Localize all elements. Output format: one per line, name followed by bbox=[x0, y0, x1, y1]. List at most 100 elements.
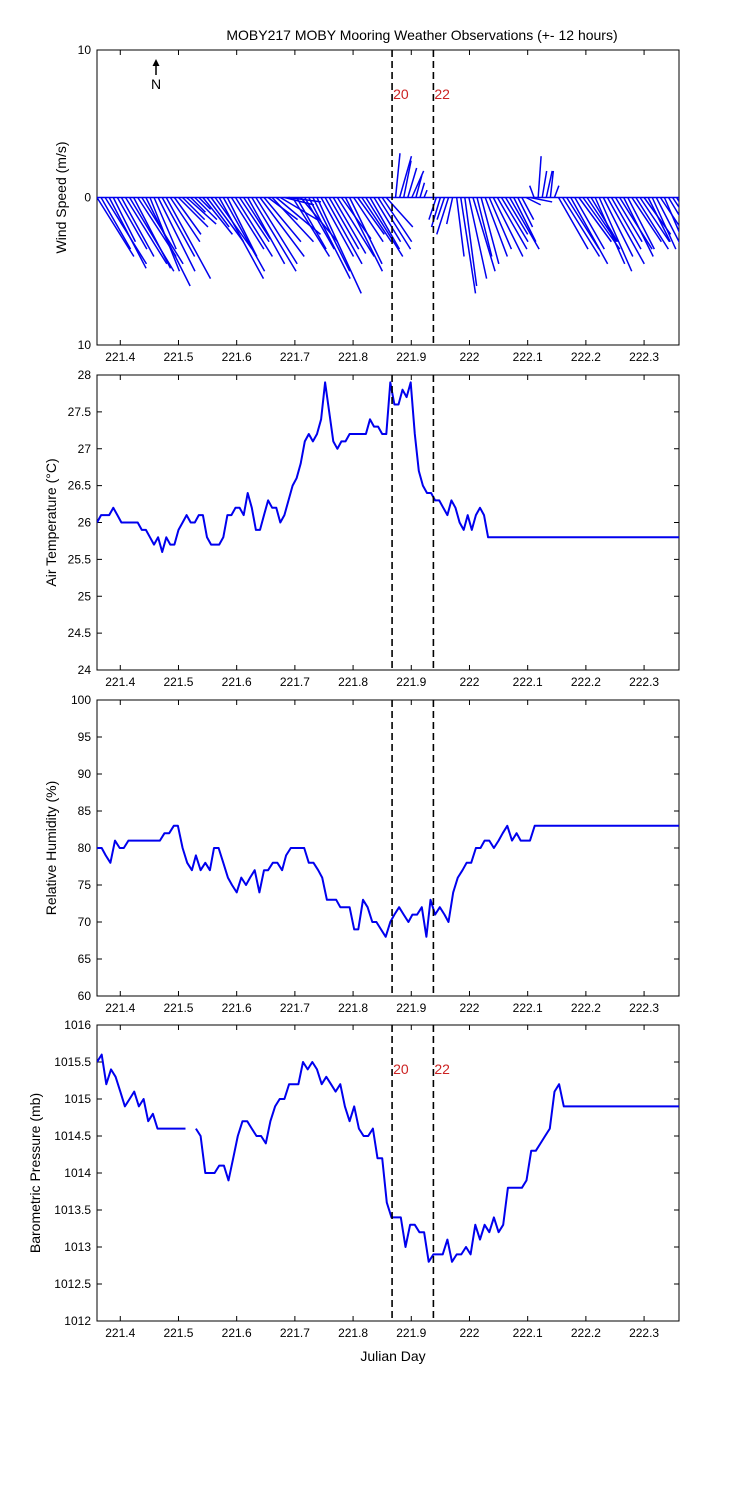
x-tick-label: 221.7 bbox=[280, 350, 310, 364]
wind-stick bbox=[361, 197, 392, 243]
y-tick-label: 1016 bbox=[64, 1018, 91, 1032]
y-tick-label: 1012.5 bbox=[54, 1277, 91, 1291]
wind-stick bbox=[238, 197, 270, 243]
x-tick-label: 221.9 bbox=[396, 1001, 426, 1015]
wind-stick bbox=[353, 197, 384, 243]
wind-stick bbox=[614, 197, 643, 243]
wind-stick bbox=[676, 197, 679, 203]
wind-stick bbox=[517, 197, 534, 228]
wind-stick bbox=[291, 197, 331, 257]
wind-stick bbox=[218, 197, 265, 279]
y-tick-label: 80 bbox=[78, 841, 92, 855]
wind-stick bbox=[275, 196, 321, 235]
wind-stick bbox=[182, 196, 206, 221]
y-tick-label: 28 bbox=[78, 368, 92, 382]
marker-label: 20 bbox=[393, 1061, 409, 1077]
wind-stick bbox=[635, 197, 670, 250]
wind-stick bbox=[369, 197, 401, 250]
x-tick-label: 221.6 bbox=[222, 350, 252, 364]
wind-stick bbox=[574, 197, 605, 250]
wind-stick bbox=[436, 197, 450, 235]
panel-air: 221.4 221.5 221.6 221.7 221.8 221.9 222 222.1 22… bbox=[43, 368, 680, 689]
wind-stick bbox=[133, 197, 172, 269]
wind-stick bbox=[496, 197, 528, 250]
y-tick-label: 25 bbox=[78, 589, 92, 603]
wind-stick bbox=[529, 196, 553, 203]
x-tick-label: 221.4 bbox=[105, 350, 135, 364]
wind-stick bbox=[153, 197, 177, 250]
wind-stick bbox=[627, 197, 656, 250]
x-tick-label: 221.9 bbox=[396, 350, 426, 364]
y-tick-label: 0 bbox=[84, 191, 91, 205]
y-tick-label: 60 bbox=[78, 989, 92, 1003]
marker-label: 22 bbox=[434, 1061, 450, 1077]
x-tick-label: 221.6 bbox=[222, 675, 252, 689]
wind-stick bbox=[436, 197, 446, 220]
wind-stick bbox=[631, 197, 662, 243]
wind-stick bbox=[328, 197, 360, 250]
marker-label: 20 bbox=[393, 86, 409, 102]
wind-stick bbox=[247, 197, 286, 265]
wind-stick bbox=[525, 196, 542, 206]
wind-stick bbox=[419, 182, 426, 198]
wind-stick bbox=[169, 197, 201, 243]
north-arrow-icon bbox=[152, 59, 160, 75]
x-tick-label: 222.1 bbox=[513, 1326, 543, 1340]
y-tick-label: 24.5 bbox=[68, 626, 92, 640]
y-axis-label: Relative Humidity (%) bbox=[43, 781, 59, 916]
wind-stick bbox=[385, 196, 414, 228]
x-tick-label: 222.2 bbox=[571, 1326, 601, 1340]
wind-stick bbox=[263, 197, 302, 243]
wind-stick bbox=[177, 196, 209, 228]
x-tick-label: 222.2 bbox=[571, 675, 601, 689]
wind-stick bbox=[508, 197, 540, 250]
wind-stick bbox=[549, 170, 555, 198]
wind-stick bbox=[210, 197, 245, 243]
y-tick-label: 1013 bbox=[64, 1240, 91, 1254]
wind-stick bbox=[259, 197, 305, 257]
wind-stick bbox=[602, 197, 634, 257]
y-tick-label: 1014 bbox=[64, 1166, 91, 1180]
y-tick-label: 27.5 bbox=[68, 405, 92, 419]
series-group bbox=[97, 824, 679, 938]
wind-stick bbox=[667, 197, 679, 217]
wind-stick bbox=[504, 197, 529, 235]
x-tick-label: 222 bbox=[459, 675, 479, 689]
wind-stick bbox=[598, 197, 633, 272]
series-group bbox=[97, 1053, 679, 1263]
x-tick-label: 222.3 bbox=[629, 1001, 659, 1015]
wind-stick bbox=[165, 197, 212, 279]
wind-stick bbox=[423, 189, 428, 198]
wind-stick bbox=[521, 197, 535, 220]
wind-stick bbox=[553, 185, 560, 198]
wind-stick bbox=[513, 197, 537, 243]
x-tick-label: 222.2 bbox=[571, 350, 601, 364]
y-axis-label: Wind Speed (m/s) bbox=[53, 141, 69, 253]
x-tick-label: 221.8 bbox=[338, 1001, 368, 1015]
x-tick-label: 222.3 bbox=[629, 675, 659, 689]
wind-stick bbox=[373, 197, 402, 243]
wind-stick bbox=[157, 197, 196, 272]
wind-stick bbox=[557, 197, 589, 250]
wind-stick bbox=[606, 197, 645, 265]
x-tick-label: 221.8 bbox=[338, 675, 368, 689]
wind-stick bbox=[344, 197, 384, 272]
series-line bbox=[97, 1053, 186, 1130]
x-tick-label: 222 bbox=[459, 350, 479, 364]
wind-stick bbox=[198, 196, 212, 210]
x-tick-label: 221.6 bbox=[222, 1326, 252, 1340]
x-tick-label: 221.7 bbox=[280, 1326, 310, 1340]
wind-stick bbox=[161, 197, 196, 257]
wind-stick bbox=[271, 196, 315, 243]
panel-wind: 221.4 221.5 221.6 221.7 221.8 221.9 222 222.1 22… bbox=[53, 43, 680, 364]
y-tick-label: 70 bbox=[78, 915, 92, 929]
wind-stick bbox=[537, 156, 542, 198]
y-axis-label: Barometric Pressure (mb) bbox=[27, 1093, 43, 1253]
wind-stick bbox=[186, 196, 217, 225]
wind-stick bbox=[415, 175, 423, 198]
wind-stick bbox=[194, 196, 218, 221]
wind-stick bbox=[124, 197, 168, 265]
plot-frame bbox=[96, 699, 680, 997]
wind-stick bbox=[468, 197, 488, 279]
series-group bbox=[97, 153, 679, 294]
